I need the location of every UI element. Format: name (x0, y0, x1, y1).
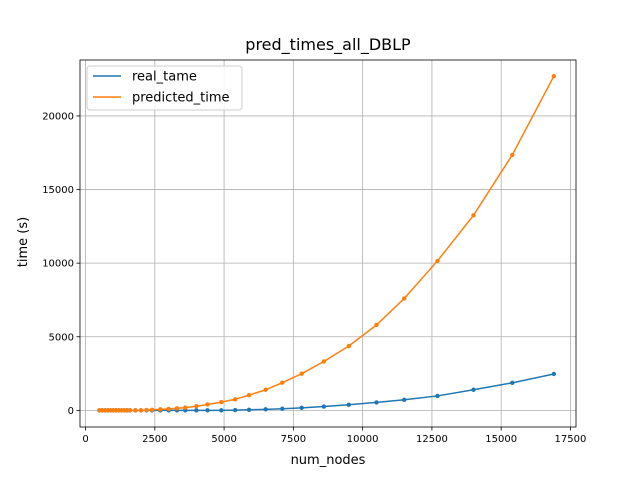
x-tick-label: 10000 (347, 434, 379, 445)
series-layer (97, 73, 557, 413)
legend-label-predicted-time: predicted_time (132, 91, 230, 106)
data-point-predicted-time (263, 387, 268, 392)
data-point-predicted-time (149, 407, 155, 412)
data-point-real-tame (435, 393, 440, 399)
y-axis-label: time (s) (16, 217, 31, 267)
data-point-predicted-time (346, 343, 351, 349)
data-point-predicted-time (158, 407, 163, 412)
data-point-real-tame (299, 405, 304, 411)
data-point-predicted-time (280, 380, 285, 385)
data-point-predicted-time (127, 408, 133, 413)
data-point-real-tame (471, 387, 476, 392)
data-point-real-tame (551, 371, 557, 377)
data-point-predicted-time (133, 408, 138, 413)
series-predicted-time (97, 73, 557, 413)
y-tick-label: 10000 (42, 259, 74, 270)
data-point-predicted-time (138, 408, 144, 413)
data-point-real-tame (510, 380, 515, 386)
data-point-predicted-time (551, 73, 557, 79)
x-tick-label: 5000 (211, 434, 236, 445)
legend-label-real-tame: real_tame (132, 70, 197, 85)
data-point-real-tame (246, 407, 252, 412)
chart-title: pred_times_all_DBLP (245, 35, 411, 55)
data-point-real-tame (402, 397, 407, 402)
data-point-predicted-time (166, 406, 171, 412)
data-point-real-tame (321, 404, 327, 409)
data-point-predicted-time (471, 213, 476, 218)
y-tick-label: 0 (68, 406, 74, 417)
data-point-predicted-time (510, 152, 515, 158)
legend: real_tame predicted_time (86, 65, 243, 111)
plot-frame (79, 59, 577, 428)
data-point-predicted-time (219, 399, 224, 405)
x-tick-label: 0 (82, 434, 88, 445)
x-tick-label: 17500 (555, 434, 587, 445)
x-tick-label: 15000 (485, 434, 517, 445)
data-point-predicted-time (232, 397, 238, 402)
x-tick-label: 12500 (416, 434, 448, 445)
x-axis-label: num_nodes (291, 453, 366, 468)
legend-box (86, 65, 243, 111)
data-point-predicted-time (402, 296, 407, 301)
y-tick-label: 20000 (42, 111, 74, 122)
data-point-predicted-time (194, 404, 199, 409)
data-point-real-tame (219, 408, 224, 413)
data-point-predicted-time (374, 322, 379, 328)
x-tick-label: 7500 (281, 434, 306, 445)
data-point-real-tame (194, 408, 199, 413)
data-point-real-tame (263, 407, 268, 412)
data-point-predicted-time (144, 407, 149, 413)
data-point-predicted-time (205, 402, 210, 407)
y-tick-label: 5000 (49, 332, 74, 343)
x-tick-label: 2500 (142, 434, 167, 445)
data-point-predicted-time (174, 406, 180, 411)
y-tick-label: 15000 (42, 185, 74, 196)
data-point-real-tame (205, 408, 210, 413)
data-point-predicted-time (299, 371, 304, 376)
data-point-predicted-time (321, 359, 327, 364)
data-point-predicted-time (183, 405, 188, 410)
data-point-real-tame (374, 400, 379, 405)
data-point-predicted-time (435, 258, 440, 264)
data-point-real-tame (280, 406, 285, 411)
data-point-real-tame (346, 402, 351, 407)
data-point-predicted-time (246, 393, 252, 398)
ticks: 0 2500 5000 7500 10000 12500 15000 17500 0 5000 10… (42, 111, 586, 445)
data-point-real-tame (232, 407, 238, 413)
